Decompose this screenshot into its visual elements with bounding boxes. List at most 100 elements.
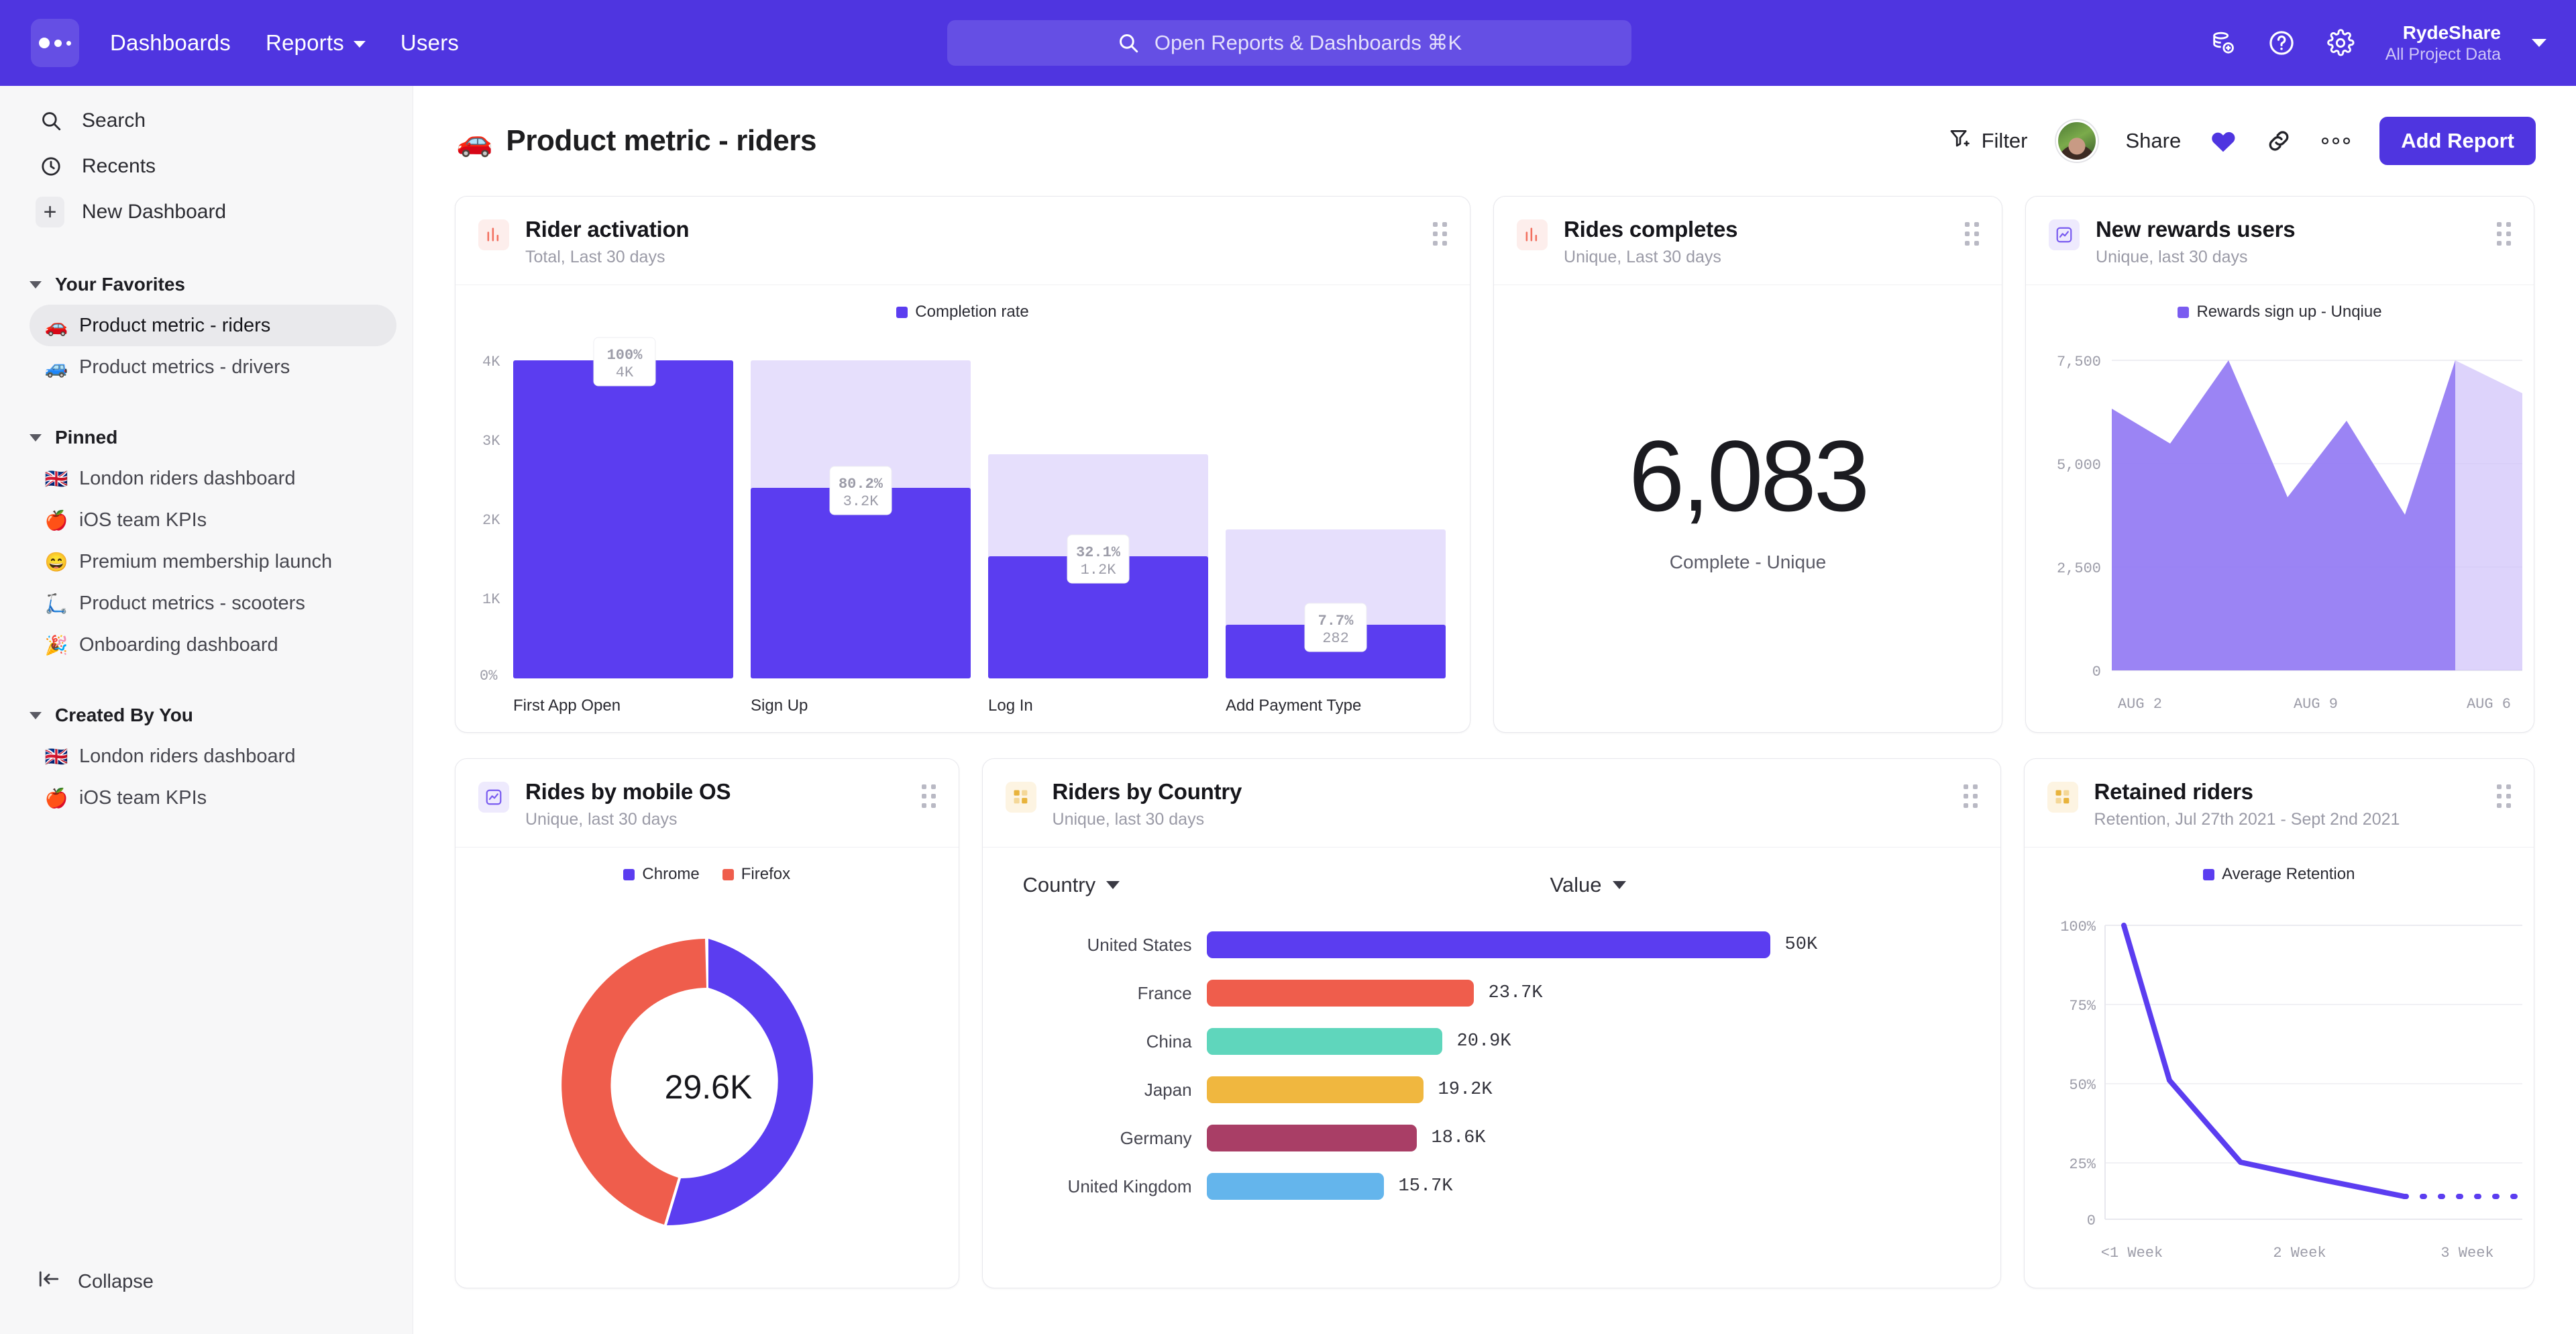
country-name: United Kingdom (1067, 1176, 1192, 1196)
share-button[interactable]: Share (2126, 129, 2182, 153)
country-value: 50K (1784, 935, 1818, 955)
legend-item-rewards-signup[interactable]: Rewards sign up - Unqiue (2178, 303, 2382, 321)
xtick-1: 2 Week (2273, 1245, 2326, 1262)
bar-log-in[interactable] (988, 556, 1208, 678)
ytick-3: 1K (482, 591, 500, 608)
database-icon[interactable] (2210, 30, 2237, 56)
datalabel-first-app-open: 100% 4K (593, 337, 656, 387)
nav-item-users[interactable]: Users (400, 30, 459, 56)
ytick-0: 7,500 (2057, 354, 2101, 370)
big-number-metric: 6,083 Complete - Unique (1494, 285, 2002, 732)
sidebar-item-product-metric-riders[interactable]: 🚗 Product metric - riders (30, 305, 396, 346)
svg-text:100%: 100% (607, 347, 643, 364)
sidebar-section-label: Pinned (55, 427, 118, 448)
donut-slice-chrome[interactable] (667, 939, 814, 1225)
table-row[interactable]: Japan 19.2K (1012, 1072, 1960, 1108)
table-row[interactable]: France 23.7K (1012, 975, 1960, 1011)
sidebar-item-product-metrics-drivers[interactable]: 🚙 Product metrics - drivers (30, 346, 396, 388)
column-header-country[interactable]: Country (1023, 873, 1224, 897)
card-header: Retained riders Retention, Jul 27th 2021… (2024, 759, 2534, 848)
drag-handle-icon[interactable] (1433, 217, 1448, 246)
sidebar-item-ios-team-kpis-created[interactable]: 🍎 iOS team KPIs (30, 777, 396, 819)
country-bar (1206, 1173, 1384, 1200)
legend-item-completion-rate[interactable]: Completion rate (896, 303, 1029, 321)
sidebar-item-recents[interactable]: Recents (0, 144, 413, 189)
chart-legend: Chrome Firefox (455, 848, 959, 884)
ytick-1: 75% (2069, 998, 2096, 1015)
sidebar-item-london-riders-dashboard-created[interactable]: 🇬🇧 London riders dashboard (30, 735, 396, 777)
chevron-down-icon (30, 711, 42, 719)
grid-chart-icon (2047, 782, 2078, 813)
legend-item-chrome[interactable]: Chrome (623, 865, 700, 884)
country-bar (1206, 980, 1474, 1007)
sidebar-item-premium-membership-launch[interactable]: 😄 Premium membership launch (30, 541, 396, 582)
area-series-rewards-signup[interactable] (2112, 360, 2456, 670)
country-value: 15.7K (1398, 1176, 1453, 1196)
global-search-input[interactable]: Open Reports & Dashboards ⌘K (947, 20, 1631, 66)
logo-dot-medium (54, 39, 62, 47)
column-header-value[interactable]: Value (1550, 873, 1626, 897)
card-rides-completes: Rides completes Unique, Last 30 days 6,0… (1493, 196, 2003, 733)
chevron-down-icon[interactable] (2532, 39, 2546, 47)
line-series-average-retention[interactable] (2121, 923, 2407, 1199)
sidebar-section-pinned[interactable]: Pinned (0, 417, 413, 458)
card-subtitle: Total, Last 30 days (525, 248, 665, 266)
app-logo[interactable] (31, 19, 79, 67)
global-search-placeholder: Open Reports & Dashboards ⌘K (1154, 31, 1462, 54)
bar-sign-up[interactable] (751, 488, 971, 678)
legend-item-average-retention[interactable]: Average Retention (2203, 865, 2355, 884)
drag-handle-icon[interactable] (1965, 217, 1980, 246)
drag-handle-icon[interactable] (2497, 779, 2511, 808)
car-emoji-icon: 🚗 (456, 125, 493, 158)
ytick-4: 0 (2086, 1213, 2095, 1229)
xtick-3: Add Payment Type (1226, 697, 1361, 715)
sidebar-item-london-riders-dashboard[interactable]: 🇬🇧 London riders dashboard (30, 458, 396, 499)
drag-handle-icon[interactable] (921, 779, 936, 808)
legend-swatch (2178, 306, 2190, 318)
apple-emoji-icon: 🍎 (44, 787, 68, 809)
link-icon[interactable] (2265, 127, 2292, 154)
ytick-0: 4K (482, 354, 500, 370)
logo-dot-small (66, 40, 71, 46)
country-value: 23.7K (1488, 983, 1543, 1003)
nav-item-dashboards[interactable]: Dashboards (110, 30, 231, 56)
sidebar-section-your-favorites[interactable]: Your Favorites (0, 264, 413, 305)
table-row[interactable]: United States 50K (1012, 927, 1960, 963)
bar-first-app-open[interactable] (513, 360, 733, 678)
sidebar-section-created-by-you[interactable]: Created By You (0, 695, 413, 735)
gear-icon[interactable] (2326, 29, 2355, 57)
table-row[interactable]: China 20.9K (1012, 1023, 1960, 1060)
sidebar-item-ios-team-kpis[interactable]: 🍎 iOS team KPIs (30, 499, 396, 541)
sidebar-section-label: Your Favorites (55, 274, 185, 295)
xtick-1: Sign Up (751, 697, 808, 715)
datalabel-sign-up: 80.2% 3.2K (829, 466, 892, 515)
sidebar-item-new-dashboard[interactable]: + New Dashboard (0, 189, 413, 235)
filter-button[interactable]: Filter (1948, 127, 2028, 155)
country-bar-list: United States 50K France 23.7K China (983, 915, 2000, 1204)
party-emoji-icon: 🎉 (44, 634, 68, 656)
metric-label: Complete - Unique (1669, 551, 1827, 572)
add-report-button[interactable]: Add Report (2379, 117, 2536, 165)
table-row[interactable]: Germany 18.6K (1012, 1120, 1960, 1156)
heart-icon[interactable] (2209, 128, 2237, 154)
country-name: Germany (1120, 1127, 1192, 1148)
avatar[interactable] (2055, 120, 2098, 162)
share-label: Share (2125, 129, 2182, 152)
sidebar-item-onboarding-dashboard[interactable]: 🎉 Onboarding dashboard (30, 624, 396, 666)
more-icon[interactable] (2320, 136, 2351, 146)
sidebar-item-product-metrics-scooters[interactable]: 🛴 Product metrics - scooters (30, 582, 396, 624)
org-switcher[interactable]: RydeShare All Project Data (2385, 21, 2501, 65)
country-name: Japan (1144, 1079, 1192, 1100)
donut-slice-firefox[interactable] (561, 939, 706, 1225)
table-row[interactable]: United Kingdom 15.7K (1012, 1168, 1960, 1204)
collapse-sidebar-button[interactable]: Collapse (0, 1262, 191, 1302)
help-icon[interactable] (2267, 29, 2296, 57)
drag-handle-icon[interactable] (2497, 217, 2512, 246)
legend-item-firefox[interactable]: Firefox (722, 865, 790, 884)
chart-legend: Average Retention (2025, 848, 2534, 884)
nav-item-reports[interactable]: Reports (266, 30, 366, 56)
drag-handle-icon[interactable] (1963, 779, 1978, 808)
sidebar-item-search[interactable]: Search (0, 98, 413, 144)
card-body: Rewards sign up - Unqiue 7,500 5,000 2,5… (2026, 285, 2534, 732)
card-title: Rider activation (525, 217, 690, 242)
